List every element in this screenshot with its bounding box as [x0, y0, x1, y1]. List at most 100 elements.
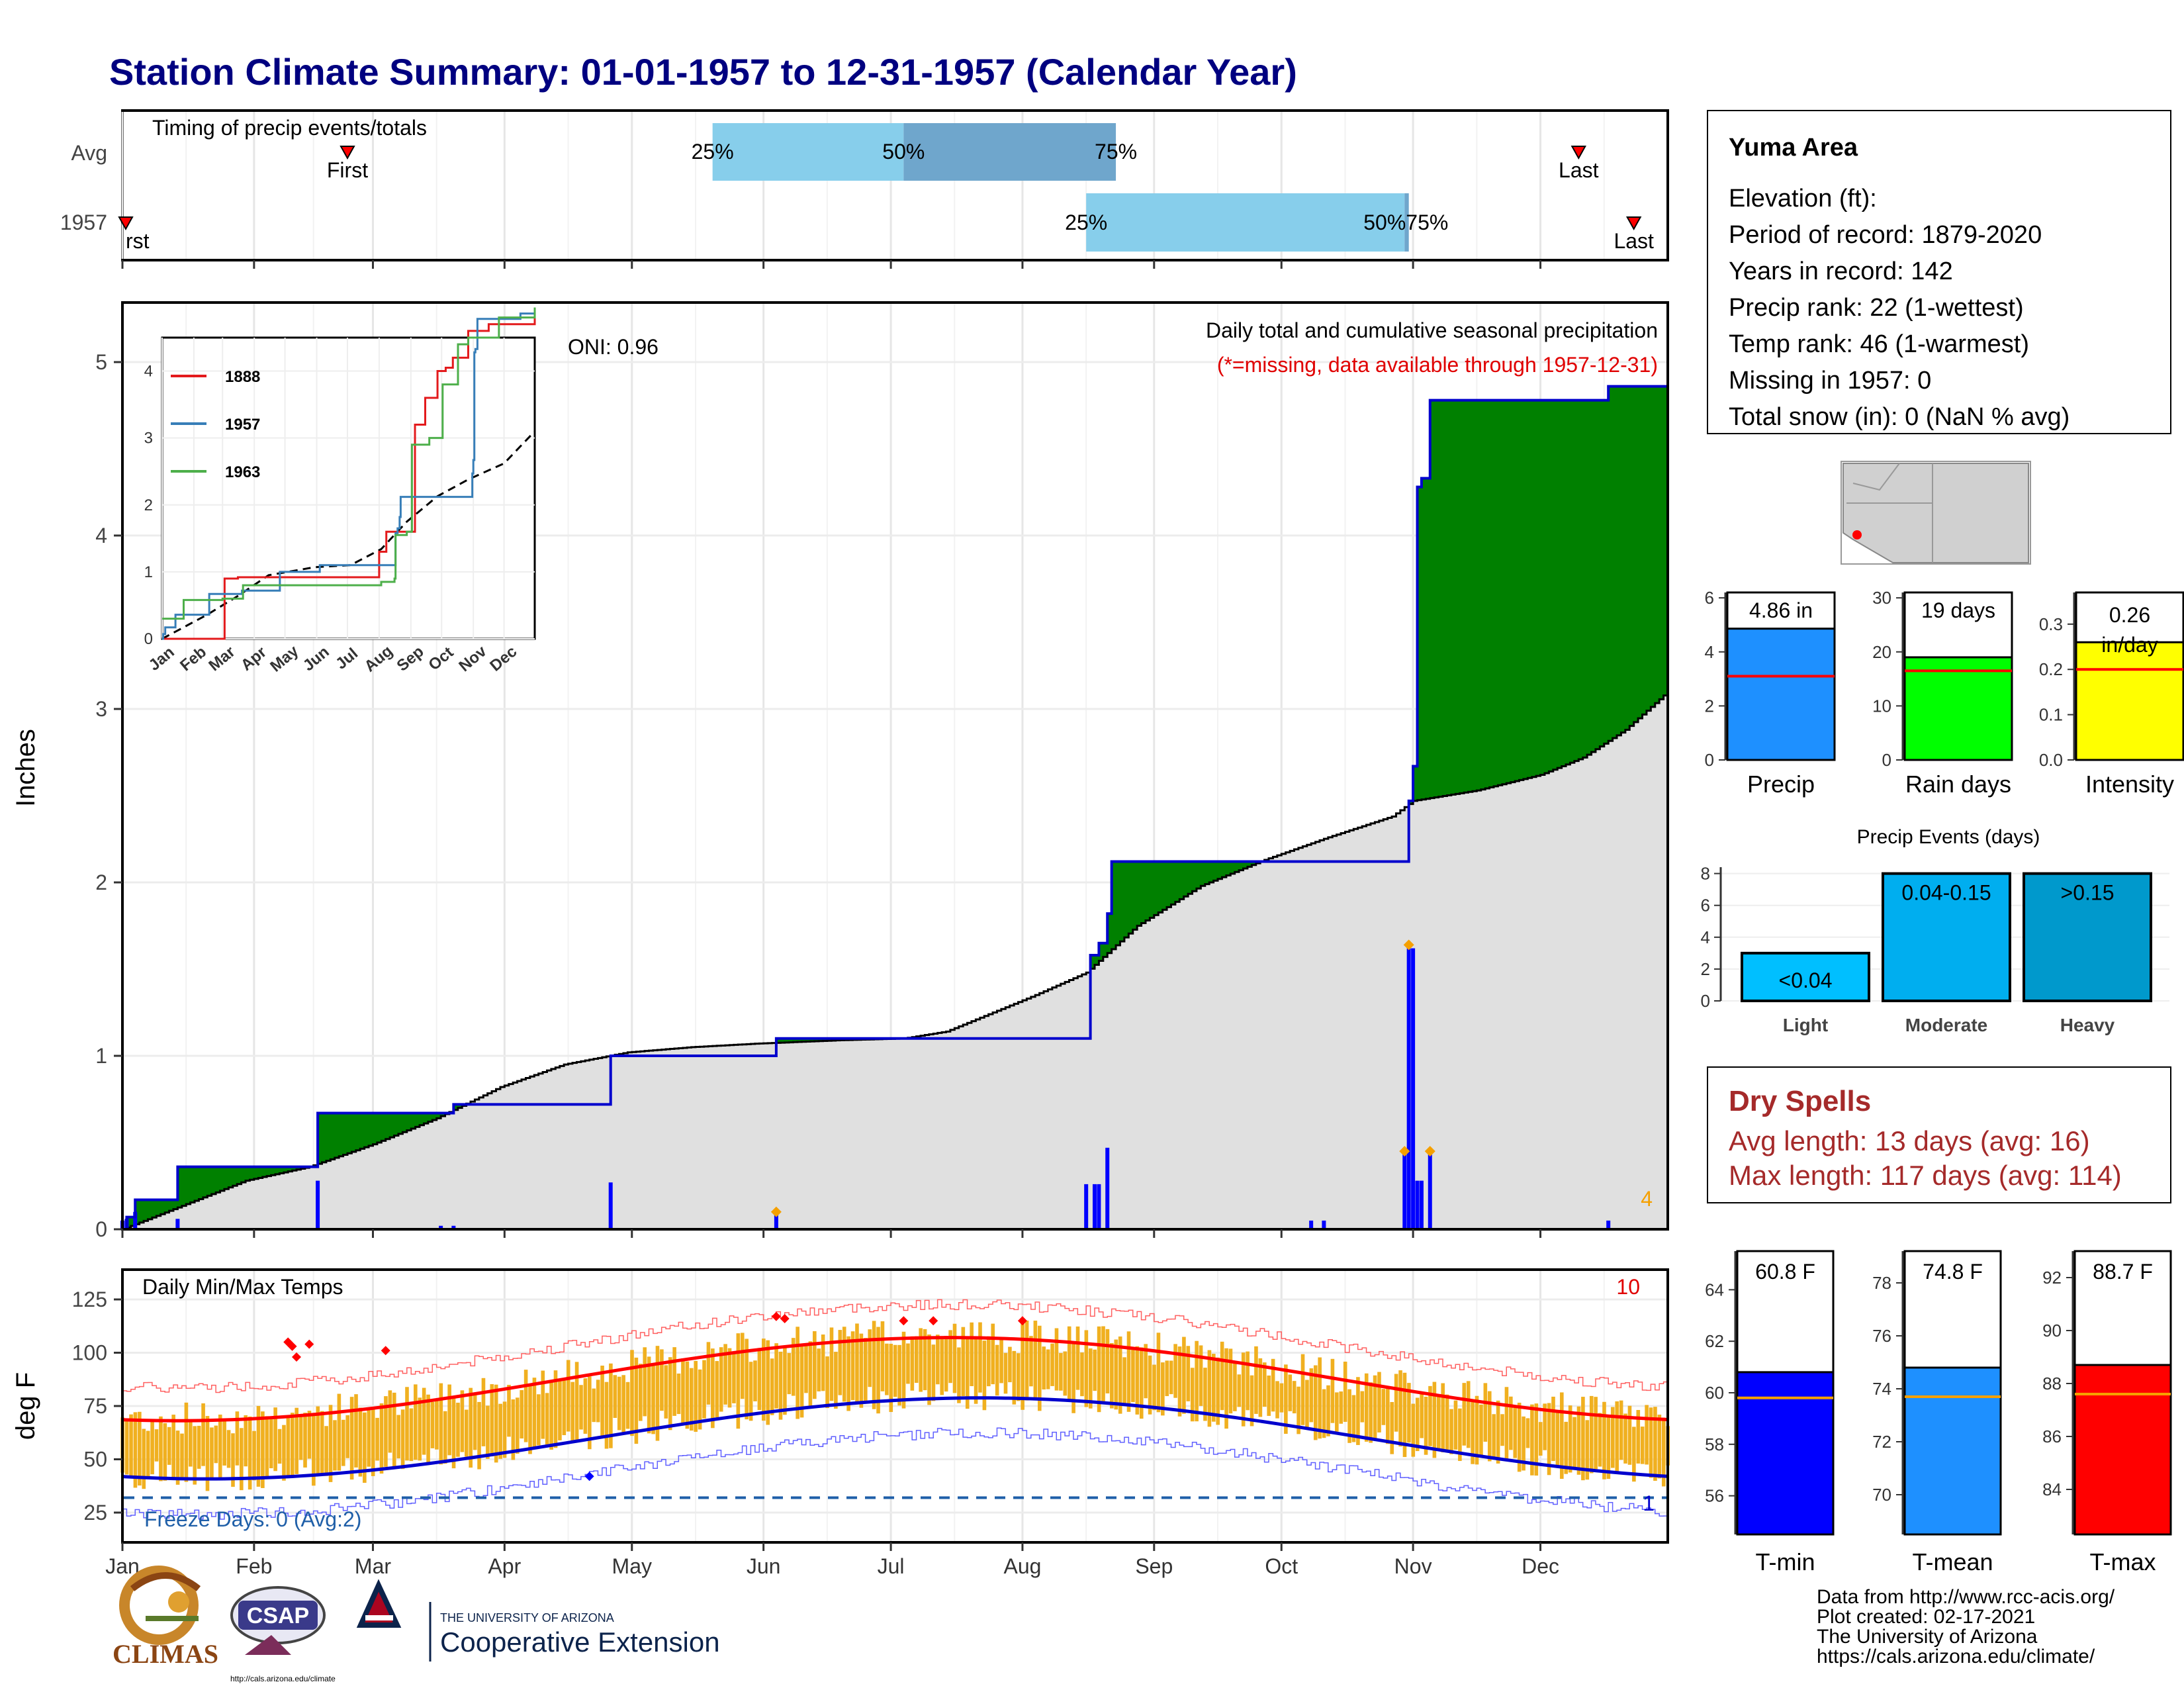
- anomaly-band: [369, 1113, 374, 1146]
- daily-temp-range: [456, 1403, 460, 1457]
- station-line-missing: Missing in 1957: 0: [1729, 367, 1931, 395]
- month-label: Apr: [488, 1554, 521, 1578]
- daily-temp-range: [1576, 1406, 1581, 1475]
- anomaly-band: [1408, 800, 1414, 804]
- extreme-precip-marker: [1399, 1146, 1410, 1157]
- daily-temp-range: [1364, 1373, 1369, 1442]
- daily-temp-range: [1623, 1413, 1627, 1464]
- daily-temp-range: [558, 1379, 562, 1440]
- daily-temp-range: [1050, 1343, 1054, 1386]
- daily-temp-range: [1024, 1321, 1029, 1401]
- daily-temp-range: [923, 1329, 927, 1391]
- daily-temp-range: [1144, 1344, 1148, 1399]
- extreme-precip-marker: [770, 1206, 782, 1217]
- daily-temp-range: [1152, 1364, 1156, 1411]
- record-high-marker: [292, 1352, 302, 1362]
- daily-temp-range: [1445, 1394, 1449, 1452]
- anomaly-band: [1608, 386, 1614, 741]
- daily-temp-range: [384, 1396, 388, 1467]
- daily-temp-range: [1581, 1397, 1585, 1481]
- daily-temp-range: [1054, 1328, 1059, 1391]
- summary-bar-intensity: [2075, 641, 2184, 761]
- anomaly-band: [1544, 400, 1550, 773]
- precip-events-range: >0.15: [2061, 881, 2115, 905]
- ua-logo-small: THE UNIVERSITY OF ARIZONA: [440, 1611, 614, 1624]
- daily-temp-range: [1021, 1323, 1024, 1410]
- daily-temp-range: [1220, 1341, 1224, 1411]
- events-tick-label: 0: [1701, 991, 1710, 1011]
- daily-temp-range: [639, 1364, 643, 1421]
- record-high-marker: [780, 1313, 790, 1323]
- anomaly-band: [173, 1199, 179, 1209]
- daily-temp-range: [1449, 1409, 1453, 1454]
- daily-temp-range: [579, 1385, 583, 1430]
- daily-temp-range: [175, 1430, 180, 1485]
- climas-logo: CLIMAS: [113, 1566, 218, 1669]
- daily-temp-range: [473, 1393, 477, 1450]
- daily-temp-range: [443, 1411, 447, 1464]
- daily-temp-range: [774, 1343, 778, 1409]
- temp-ytick-label: 50: [83, 1448, 107, 1472]
- anomaly-band: [420, 1113, 425, 1125]
- anomaly-band: [1417, 487, 1422, 800]
- daily-temp-range: [1611, 1407, 1615, 1468]
- precip-panel: 0 1 2 3 4 5 Inches ONI: 0.96 Daily total and …: [11, 301, 1669, 1241]
- daily-temp-range: [1110, 1342, 1114, 1409]
- daily-temp-range: [1122, 1357, 1126, 1406]
- anomaly-band: [1536, 400, 1541, 776]
- anomaly-band: [1120, 861, 1125, 942]
- temp-ytick-label: 25: [83, 1501, 107, 1524]
- daily-temp-range: [732, 1353, 736, 1403]
- daily-precip-bar: [1419, 1180, 1424, 1229]
- anomaly-band: [1506, 400, 1512, 784]
- daily-temp-range: [282, 1425, 286, 1481]
- daily-temp-range: [1551, 1396, 1555, 1462]
- anomaly-band: [330, 1113, 336, 1160]
- anomaly-band: [406, 1113, 412, 1131]
- inset-ytick-label: 3: [144, 430, 153, 447]
- daily-temp-range: [231, 1433, 235, 1487]
- daily-temp-range: [1572, 1417, 1576, 1468]
- summary-bar-label: Precip: [1747, 771, 1815, 798]
- anomaly-band: [347, 1113, 353, 1154]
- daily-precip-bar: [1105, 1147, 1110, 1229]
- daily-temp-range: [872, 1321, 876, 1409]
- daily-temp-range: [813, 1331, 817, 1399]
- temp-bar-t-max: [2073, 1364, 2172, 1536]
- daily-temp-range: [995, 1344, 999, 1396]
- cumulative-1957-line: [122, 385, 1668, 1231]
- daily-temp-range: [1504, 1387, 1509, 1460]
- daily-temp-range: [1292, 1381, 1297, 1414]
- month-label: Mar: [355, 1554, 391, 1578]
- anomaly-band: [1213, 861, 1218, 881]
- daily-temp-range: [426, 1394, 430, 1465]
- anomaly-band: [1111, 861, 1116, 949]
- anomaly-band: [334, 1113, 340, 1158]
- daily-temp-range: [1645, 1405, 1649, 1465]
- daily-temp-range: [435, 1399, 439, 1450]
- daily-temp-range: [184, 1402, 189, 1482]
- daily-temp-range: [375, 1417, 379, 1461]
- daily-temp-range: [927, 1334, 931, 1405]
- summary-bars: 0 2 4 6 4.86 in Precip 0 10 20 30 19 days Rain days…: [1705, 588, 2184, 798]
- daily-precip-bar: [1097, 1184, 1101, 1229]
- month-label: Aug: [1003, 1554, 1041, 1578]
- temp-panel: 25 50 75 100 125 deg F Daily Min/Max Temps 1…: [11, 1268, 1670, 1544]
- y1957-25-label: 25%: [1065, 211, 1107, 234]
- daily-temp-range: [1351, 1395, 1356, 1442]
- daily-temp-range: [1114, 1339, 1118, 1410]
- daily-temp-range: [295, 1407, 299, 1474]
- daily-temp-range: [218, 1414, 222, 1479]
- daily-temp-range: [1394, 1374, 1398, 1432]
- timing-panel-title: Timing of precip events/totals: [152, 116, 427, 140]
- daily-temp-range: [1432, 1382, 1437, 1458]
- precip-events-bar-light: [1741, 951, 1870, 1003]
- avg-50-label: 50%: [882, 140, 925, 164]
- precip-ytick-label: 0: [95, 1217, 107, 1241]
- anomaly-band: [1523, 400, 1529, 779]
- anomaly-band: [152, 1199, 158, 1218]
- daily-precip-bar: [1415, 1180, 1420, 1229]
- daily-temp-range: [150, 1421, 154, 1475]
- extreme-precip-marker: [1424, 1146, 1435, 1157]
